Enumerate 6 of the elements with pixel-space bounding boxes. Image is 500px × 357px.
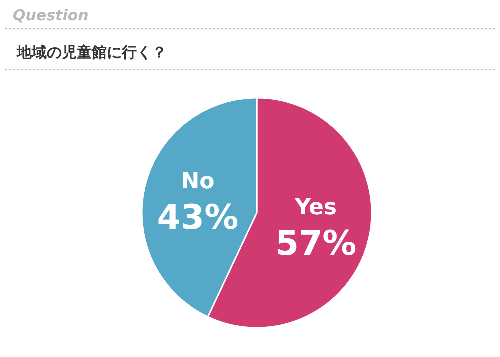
data-label: 43% [157,198,239,238]
slice-label: Yes [294,196,338,221]
data-label: 57% [275,224,357,264]
chart-title: 地域の児童館に行く？ [16,44,167,62]
slice-label: No [181,169,215,194]
chart-subtitle: Question [13,6,89,24]
